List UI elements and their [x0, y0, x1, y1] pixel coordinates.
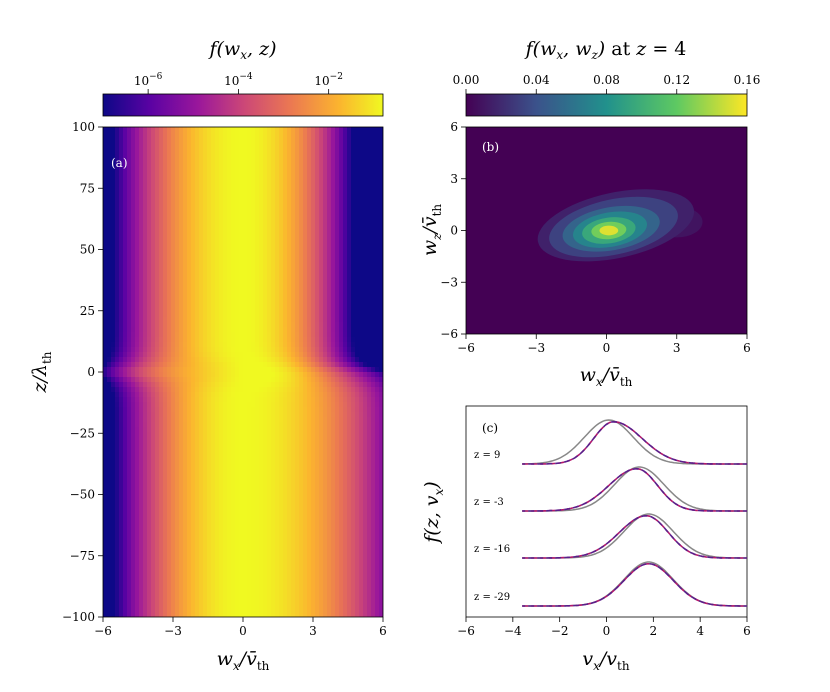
panel-b-colorbar	[465, 93, 748, 117]
panel-a-ytick-label: −75	[70, 549, 95, 563]
panel-b-colorbar-title: f(wx, wz) at z = 4	[524, 38, 687, 62]
panel-a-ytick-label: 100	[72, 120, 95, 134]
panel-b-xtick-label: 6	[743, 341, 751, 355]
panel-a-xtick-label: 0	[239, 624, 247, 638]
panel-c-ylabel: f(z, vx)	[421, 481, 446, 544]
panel-c-curve-label: z = 9	[474, 450, 500, 461]
panel-a-ytick-label: 0	[87, 365, 95, 379]
panel-a-ytick-label: −50	[70, 488, 95, 502]
panel-a-xtick-label: −3	[164, 624, 182, 638]
panel-a-ylabel: z/λth	[29, 351, 54, 393]
panel-a-xtick-label: 6	[379, 624, 387, 638]
panel-b-xtick-label: 0	[603, 341, 611, 355]
panel-b-xtick-label: −6	[457, 341, 475, 355]
panel-b-colorbar-tick-label: 0.08	[593, 73, 620, 87]
panel-c-xtick-label: −2	[551, 624, 569, 638]
panel-c-curve-label: z = -29	[474, 592, 510, 603]
panel-c-curve-label: z = -16	[474, 544, 510, 555]
panel-c-dashed-curve	[522, 420, 747, 465]
panel-c-xtick-label: 0	[603, 624, 611, 638]
panel-c-xtick-label: 4	[696, 624, 704, 638]
panel-a: f(wx, z) 10−6 10−4 10−2 (a) −6 −3 0 3 6 100 75 50…	[29, 38, 387, 673]
panel-a-xtick-label: 3	[309, 624, 317, 638]
panel-b-label: (b)	[482, 140, 499, 154]
panel-c-xtick-label: 2	[650, 624, 658, 638]
panel-a-heatmap	[103, 127, 383, 617]
panel-c-xtick-label: −6	[457, 624, 475, 638]
panel-c-curves: z = 9 z = -3 z = -16 z = -29	[474, 419, 747, 607]
panel-b-ylabel: wz/v̄th	[419, 204, 444, 257]
panel-b-colorbar-tick-label: 0.16	[734, 73, 761, 87]
panel-a-ytick-label: 50	[80, 243, 95, 257]
panel-b-contour	[599, 225, 619, 236]
panel-b-heatmap	[466, 127, 747, 334]
panel-a-colorbar-tick-label: 10−4	[224, 72, 253, 88]
panel-a-ytick-label: 25	[80, 304, 95, 318]
panel-a-ytick-label: −25	[70, 426, 95, 440]
panel-b-ytick-label: 3	[450, 172, 458, 186]
panel-b-xtick-label: −3	[527, 341, 545, 355]
panel-b-colorbar-ticks: 0.00 0.04 0.08 0.12 0.16	[453, 73, 761, 94]
panel-c-axes: −6 −4 −2 0 2 4 6	[457, 617, 751, 638]
panel-c-dashed-curve	[522, 467, 747, 512]
panel-a-label: (a)	[111, 156, 128, 170]
panel-a-colorbar-title: f(wx, z)	[207, 38, 276, 62]
panel-b-colorbar-tick-label: 0.00	[453, 73, 480, 87]
panel-a-xtick-label: −6	[94, 624, 112, 638]
panel-c: (c) z = 9 z = -3 z = -16 z = -29 −6 −4 −2 0 2 4 6…	[421, 405, 751, 673]
panel-b: f(wx, wz) at z = 4 0.00 0.04 0.08 0.12 0.16 …	[419, 38, 760, 389]
panel-a-ytick-label: −100	[62, 610, 95, 624]
panel-b-ytick-label: −6	[440, 327, 458, 341]
panel-b-xlabel: wx/v̄th	[580, 364, 633, 389]
panel-c-label: (c)	[482, 421, 498, 435]
panel-a-colorbar-tick-label: 10−6	[134, 72, 163, 88]
panel-a-colorbar-ticks: 10−6 10−4 10−2	[134, 72, 343, 94]
panel-b-ytick-label: 6	[450, 120, 458, 134]
panel-b-ytick-label: −3	[440, 275, 458, 289]
panel-a-colorbar-tick-label: 10−2	[314, 72, 343, 88]
panel-b-axes: −6 −3 0 3 6 6 3 0 −3 −6	[440, 120, 751, 355]
panel-b-ytick-label: 0	[450, 224, 458, 238]
panel-a-xlabel: wx/v̄th	[217, 648, 270, 673]
panel-b-colorbar-tick-label: 0.04	[523, 73, 550, 87]
panel-c-dashed-curve	[522, 515, 747, 559]
panel-b-xtick-label: 3	[673, 341, 681, 355]
panel-c-dashed-curve	[522, 563, 747, 607]
panel-a-ytick-label: 75	[80, 181, 95, 195]
panel-b-colorbar-tick-label: 0.12	[663, 73, 690, 87]
panel-a-colorbar	[102, 93, 384, 117]
panel-c-xtick-label: −4	[504, 624, 522, 638]
panel-c-xlabel: vx/vth	[582, 648, 629, 673]
panel-a-axes: −6 −3 0 3 6 100 75 50 25 0 −25 −50 −75 −100	[62, 120, 387, 638]
panel-c-xtick-label: 6	[743, 624, 751, 638]
panel-c-curve-label: z = -3	[474, 497, 504, 508]
